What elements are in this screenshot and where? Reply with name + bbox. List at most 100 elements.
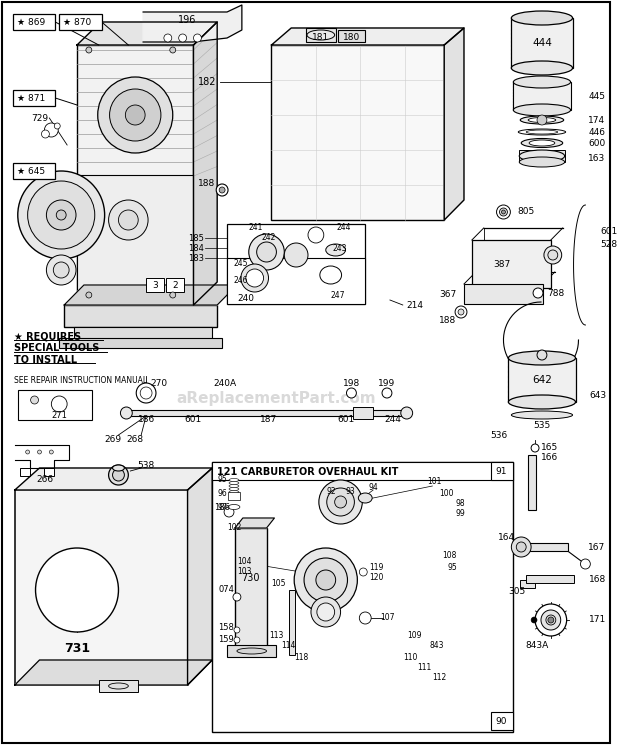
Text: 165: 165 xyxy=(541,443,558,452)
Circle shape xyxy=(125,105,145,125)
Text: 90: 90 xyxy=(496,717,507,726)
Bar xyxy=(526,575,574,583)
Bar xyxy=(290,590,295,655)
Circle shape xyxy=(257,242,277,262)
Circle shape xyxy=(535,604,567,636)
Text: 245: 245 xyxy=(234,259,249,267)
Ellipse shape xyxy=(513,76,570,88)
Ellipse shape xyxy=(229,484,239,487)
Circle shape xyxy=(113,469,125,481)
Bar xyxy=(227,258,365,304)
Bar xyxy=(99,680,138,692)
Text: 601: 601 xyxy=(600,227,618,236)
Text: 112: 112 xyxy=(432,673,446,682)
Text: 113: 113 xyxy=(269,630,283,639)
Circle shape xyxy=(42,130,50,138)
Text: 528: 528 xyxy=(600,239,618,249)
Text: 183: 183 xyxy=(188,253,205,262)
Circle shape xyxy=(30,396,38,404)
Text: 182: 182 xyxy=(198,77,216,87)
Bar xyxy=(166,278,184,292)
Bar xyxy=(272,45,444,220)
Bar xyxy=(13,14,55,30)
Circle shape xyxy=(548,250,558,260)
Circle shape xyxy=(512,537,531,557)
Circle shape xyxy=(53,262,69,278)
Bar xyxy=(146,278,164,292)
Text: SEE REPAIR INSTRUCTION MANUAL: SEE REPAIR INSTRUCTION MANUAL xyxy=(14,375,147,384)
Text: 600: 600 xyxy=(588,139,606,148)
Polygon shape xyxy=(235,518,275,528)
Text: 92: 92 xyxy=(327,487,337,496)
Text: 101: 101 xyxy=(427,478,441,486)
Circle shape xyxy=(241,264,268,292)
Text: 120: 120 xyxy=(369,574,384,583)
Text: 198: 198 xyxy=(343,379,360,388)
Text: ★ 869: ★ 869 xyxy=(17,17,45,27)
Text: 180: 180 xyxy=(343,33,360,42)
Ellipse shape xyxy=(521,139,563,148)
Text: 108: 108 xyxy=(442,551,456,560)
Text: 97: 97 xyxy=(217,502,227,512)
Bar xyxy=(74,327,212,339)
Circle shape xyxy=(55,123,60,129)
Circle shape xyxy=(311,597,340,627)
Circle shape xyxy=(335,496,347,508)
Bar xyxy=(212,462,513,732)
Circle shape xyxy=(233,593,241,601)
Text: 242: 242 xyxy=(262,232,276,241)
Text: 246: 246 xyxy=(234,276,249,285)
Text: 91: 91 xyxy=(496,466,507,475)
Circle shape xyxy=(502,210,505,214)
Ellipse shape xyxy=(512,61,572,75)
Text: 94: 94 xyxy=(368,483,378,492)
Circle shape xyxy=(164,34,172,42)
Text: 174: 174 xyxy=(588,115,606,124)
Text: 159: 159 xyxy=(218,635,234,644)
Ellipse shape xyxy=(528,118,556,122)
Bar xyxy=(513,82,570,110)
Text: 244: 244 xyxy=(384,416,401,425)
Text: 96: 96 xyxy=(217,489,227,498)
Circle shape xyxy=(327,488,355,516)
Circle shape xyxy=(497,205,510,219)
Bar xyxy=(528,455,536,510)
Text: 269: 269 xyxy=(104,436,121,445)
Ellipse shape xyxy=(229,481,239,484)
Circle shape xyxy=(18,171,105,259)
Ellipse shape xyxy=(229,487,239,490)
Text: 104: 104 xyxy=(237,557,252,566)
Circle shape xyxy=(28,181,95,249)
Bar xyxy=(227,645,277,657)
Ellipse shape xyxy=(520,150,565,162)
Text: 199: 199 xyxy=(378,379,396,388)
Circle shape xyxy=(531,617,537,623)
Text: 186: 186 xyxy=(138,416,155,425)
Text: 214: 214 xyxy=(406,300,423,309)
Bar xyxy=(13,163,55,179)
Circle shape xyxy=(360,612,371,624)
Circle shape xyxy=(136,383,156,403)
Text: 166: 166 xyxy=(541,454,558,463)
Bar xyxy=(472,240,551,288)
Text: 601: 601 xyxy=(337,416,354,425)
Polygon shape xyxy=(188,468,212,685)
Circle shape xyxy=(541,610,560,630)
Circle shape xyxy=(455,306,467,318)
Bar xyxy=(490,712,513,730)
Polygon shape xyxy=(272,28,464,45)
Polygon shape xyxy=(15,445,69,468)
Text: ★ 645: ★ 645 xyxy=(17,166,45,176)
Circle shape xyxy=(25,450,30,454)
Circle shape xyxy=(382,388,392,398)
Bar xyxy=(15,490,188,685)
Text: 186: 186 xyxy=(214,504,230,513)
Circle shape xyxy=(50,450,53,454)
Text: 387: 387 xyxy=(493,259,510,268)
Text: 158: 158 xyxy=(218,624,234,633)
Circle shape xyxy=(38,450,42,454)
Bar xyxy=(20,468,30,476)
Text: 181: 181 xyxy=(312,33,329,42)
Ellipse shape xyxy=(229,478,239,481)
Text: aReplacementPart.com: aReplacementPart.com xyxy=(177,390,376,405)
